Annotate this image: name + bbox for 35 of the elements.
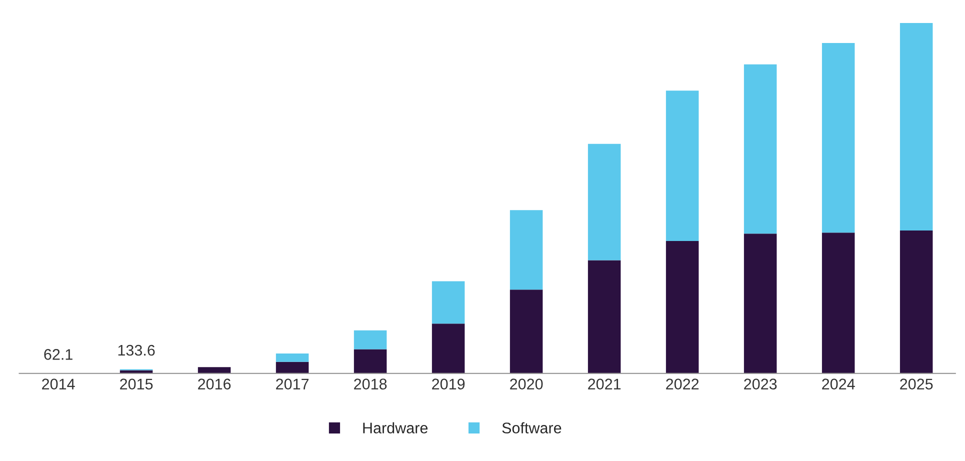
x-tick-label: 2022 [666, 378, 699, 390]
legend-label: Hardware [363, 422, 428, 434]
bar [510, 210, 543, 290]
bar [276, 353, 309, 362]
annotation: 62.1 [44, 349, 72, 360]
bar [354, 349, 387, 374]
bar [198, 367, 231, 374]
x-tick-label: 2017 [276, 378, 309, 390]
bar [744, 234, 777, 374]
bar [666, 240, 699, 374]
bar [822, 43, 855, 233]
annotation: 133.6 [118, 344, 155, 356]
x-tick-label: 2016 [198, 378, 231, 390]
x-tick-label: 2021 [588, 378, 621, 390]
x-tick-label: 2015 [120, 378, 153, 390]
x-tick-label: 2018 [354, 378, 387, 390]
bar [354, 330, 387, 350]
x-tick-label: 2024 [822, 378, 855, 390]
x-tick-label: 2025 [900, 378, 933, 390]
x-tick-label: 2023 [744, 378, 777, 390]
bar [588, 260, 621, 374]
bar [510, 290, 543, 374]
bar [900, 23, 933, 230]
x-tick-label: 2019 [432, 378, 465, 390]
bar [744, 64, 777, 234]
bar [588, 144, 621, 260]
bar [822, 232, 855, 374]
bar [432, 324, 465, 374]
legend-label: Software [502, 422, 562, 434]
bar [432, 281, 465, 324]
bar [276, 362, 309, 374]
bar [900, 230, 933, 374]
bar [666, 90, 699, 241]
x-tick-label: 2014 [42, 378, 75, 390]
x-tick-label: 2020 [510, 378, 543, 390]
